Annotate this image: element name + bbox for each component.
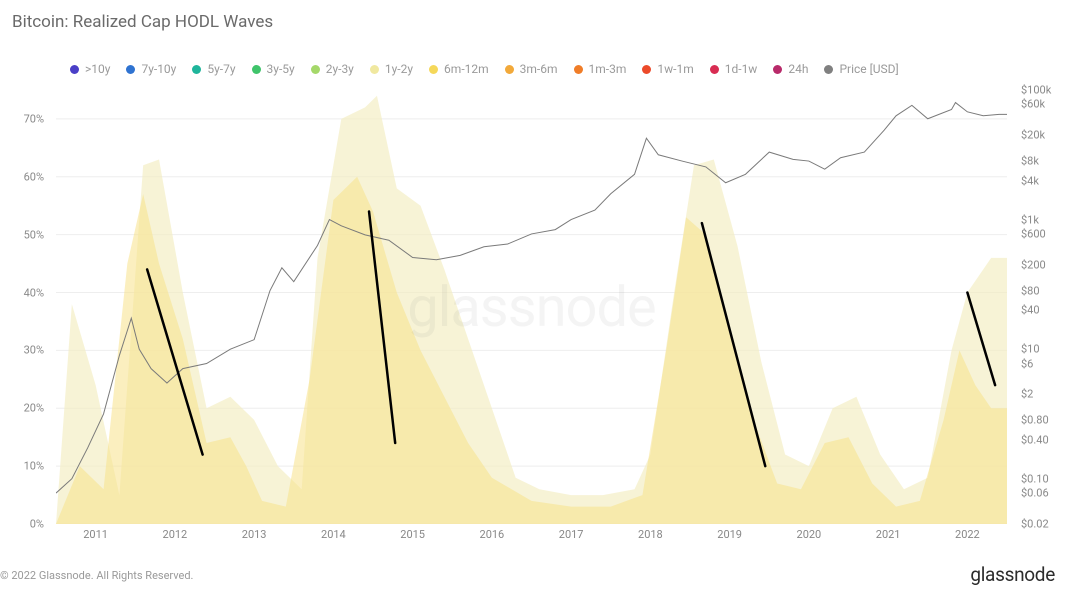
legend-dot xyxy=(505,65,514,74)
y-right-tick: $8k xyxy=(1021,155,1039,168)
legend-dot xyxy=(252,65,261,74)
y-right-tick: $0.06 xyxy=(1021,487,1049,500)
y-right-tick: $40 xyxy=(1021,304,1040,317)
x-tick: 2021 xyxy=(876,528,901,541)
legend-label: 7y-10y xyxy=(141,62,176,76)
y-right-tick: $2 xyxy=(1021,388,1033,401)
y-right-tick: $0.40 xyxy=(1021,433,1049,446)
legend-item[interactable]: 24h xyxy=(773,62,808,76)
legend-label: 1y-2y xyxy=(385,62,413,76)
legend-label: 1d-1w xyxy=(725,62,758,76)
y-right-tick: $4k xyxy=(1021,174,1039,187)
legend-label: 5y-7y xyxy=(207,62,235,76)
y-right-tick: $10 xyxy=(1021,343,1040,356)
x-tick: 2011 xyxy=(83,528,108,541)
y-left-tick: 0% xyxy=(30,518,44,531)
legend-label: >10y xyxy=(85,62,110,76)
legend-dot xyxy=(574,65,583,74)
y-right-tick: $6 xyxy=(1021,357,1033,370)
legend-label: 1m-3m xyxy=(589,62,627,76)
y-left-tick: 20% xyxy=(24,402,44,415)
legend-label: 2y-3y xyxy=(326,62,354,76)
legend-dot xyxy=(773,65,782,74)
legend-dot xyxy=(710,65,719,74)
legend-item[interactable]: Price [USD] xyxy=(824,62,898,76)
legend-dot xyxy=(370,65,379,74)
legend-item[interactable]: 1m-3m xyxy=(574,62,627,76)
legend-item[interactable]: 6m-12m xyxy=(429,62,489,76)
legend-label: 6m-12m xyxy=(444,62,489,76)
x-tick: 2014 xyxy=(321,528,346,541)
chart-frame: Bitcoin: Realized Cap HODL Waves >10y 7y-… xyxy=(0,0,1073,602)
x-tick: 2017 xyxy=(559,528,584,541)
legend-item[interactable]: 1w-1m xyxy=(642,62,693,76)
legend-item[interactable]: 1y-2y xyxy=(370,62,413,76)
y-left-tick: 50% xyxy=(24,228,44,241)
y-left-tick: 10% xyxy=(24,460,44,473)
legend-item[interactable]: 3y-5y xyxy=(252,62,295,76)
chart-svg xyxy=(56,90,1007,524)
y-axis-right: $100k$60k$20k$8k$4k$1k$600$200$80$40$10$… xyxy=(1013,90,1073,524)
x-tick: 2015 xyxy=(400,528,425,541)
brand-logo: glassnode xyxy=(970,563,1055,586)
legend-label: 3m-6m xyxy=(520,62,558,76)
legend-item[interactable]: 1d-1w xyxy=(710,62,758,76)
y-right-tick: $100k xyxy=(1021,84,1051,97)
legend-label: 3y-5y xyxy=(267,62,295,76)
x-tick: 2013 xyxy=(242,528,267,541)
y-right-tick: $1k xyxy=(1021,213,1039,226)
plot-area: glassnode xyxy=(56,90,1007,524)
y-axis-left: 0%10%20%30%40%50%60%70% xyxy=(0,90,50,524)
y-left-tick: 60% xyxy=(24,170,44,183)
x-tick: 2020 xyxy=(797,528,822,541)
x-tick: 2019 xyxy=(717,528,742,541)
copyright-text: © 2022 Glassnode. All Rights Reserved. xyxy=(0,569,193,582)
y-right-tick: $200 xyxy=(1021,258,1046,271)
y-left-tick: 40% xyxy=(24,286,44,299)
legend-dot xyxy=(429,65,438,74)
y-right-tick: $60k xyxy=(1021,98,1045,111)
legend-label: 24h xyxy=(788,62,808,76)
y-right-tick: $0.10 xyxy=(1021,472,1049,485)
x-tick: 2012 xyxy=(163,528,188,541)
y-left-tick: 30% xyxy=(24,344,44,357)
legend-item[interactable]: >10y xyxy=(70,62,110,76)
legend-item[interactable]: 5y-7y xyxy=(192,62,235,76)
y-right-tick: $80 xyxy=(1021,284,1040,297)
legend-item[interactable]: 2y-3y xyxy=(311,62,354,76)
x-tick: 2022 xyxy=(955,528,980,541)
y-left-tick: 70% xyxy=(24,112,44,125)
legend-dot xyxy=(642,65,651,74)
x-tick: 2018 xyxy=(638,528,663,541)
legend-dot xyxy=(126,65,135,74)
legend-label: Price [USD] xyxy=(839,62,898,76)
x-axis: 2011 2012 2013 2014 2015 2016 2017 2018 2019 2020… xyxy=(56,528,1007,544)
legend-dot xyxy=(70,65,79,74)
legend-dot xyxy=(824,65,833,74)
legend-dot xyxy=(192,65,201,74)
chart-title: Bitcoin: Realized Cap HODL Waves xyxy=(12,12,273,32)
y-right-tick: $600 xyxy=(1021,227,1046,240)
y-right-tick: $20k xyxy=(1021,129,1045,142)
y-right-tick: $0.80 xyxy=(1021,414,1049,427)
legend-item[interactable]: 3m-6m xyxy=(505,62,558,76)
legend-item[interactable]: 7y-10y xyxy=(126,62,176,76)
legend: >10y 7y-10y 5y-7y 3y-5y 2y-3y 1y-2y 6m-12m 3m-6… xyxy=(70,62,1013,76)
legend-label: 1w-1m xyxy=(657,62,693,76)
x-tick: 2016 xyxy=(480,528,505,541)
y-right-tick: $0.02 xyxy=(1021,518,1049,531)
legend-dot xyxy=(311,65,320,74)
